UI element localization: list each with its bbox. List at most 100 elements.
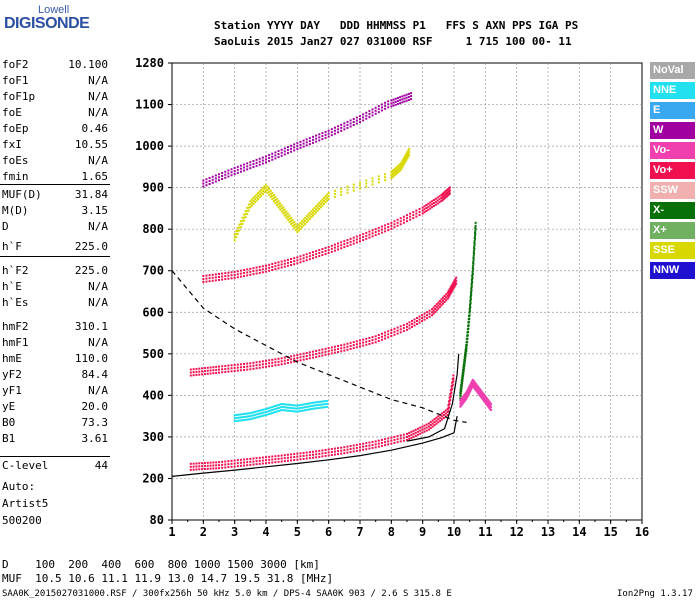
dashed-curve — [171, 270, 467, 423]
echo-point — [321, 138, 324, 141]
echo-point — [318, 355, 321, 358]
echo-point — [291, 224, 294, 227]
echo-point — [390, 221, 393, 224]
echo-point — [308, 252, 311, 255]
echo-point — [387, 229, 390, 232]
echo-point — [365, 445, 368, 448]
echo-point — [473, 236, 476, 239]
echo-point — [469, 389, 472, 392]
echo-point — [293, 146, 296, 149]
echo-point — [268, 455, 271, 458]
echo-point — [312, 138, 314, 141]
echo-point — [408, 150, 411, 153]
echo-point — [404, 154, 407, 157]
echo-point — [410, 92, 413, 95]
echo-point — [274, 458, 277, 461]
echo-point — [343, 240, 346, 243]
echo-point — [249, 457, 252, 460]
echo-point — [291, 404, 294, 407]
echo-point — [362, 442, 365, 445]
echo-point — [302, 224, 305, 227]
echo-point — [384, 444, 387, 447]
echo-point — [263, 408, 266, 411]
echo-point — [454, 278, 457, 281]
echo-point — [239, 167, 242, 170]
echo-point — [254, 413, 257, 416]
param-value: N/A — [88, 154, 108, 167]
echo-point — [255, 199, 258, 202]
echo-point — [299, 224, 302, 227]
echo-point — [315, 211, 318, 214]
echo-point — [202, 281, 205, 284]
echo-point — [230, 274, 233, 277]
echo-point — [438, 195, 441, 198]
echo-point — [246, 418, 249, 421]
echo-point — [266, 185, 269, 188]
echo-point — [261, 411, 264, 414]
echo-point — [432, 202, 435, 205]
echo-point — [274, 154, 277, 157]
param-value: 3.15 — [81, 204, 109, 217]
echo-point — [316, 209, 319, 212]
echo-point — [274, 364, 277, 367]
echo-point — [235, 230, 238, 233]
echo-point — [349, 237, 352, 240]
echo-point — [315, 352, 318, 355]
y-tick-label: 1280 — [135, 56, 164, 70]
echo-point — [340, 193, 343, 196]
echo-point — [377, 337, 380, 340]
echo-point — [374, 338, 377, 341]
echo-point — [265, 462, 267, 465]
echo-point — [252, 460, 255, 463]
echo-point — [471, 275, 474, 278]
echo-point — [443, 297, 446, 300]
echo-point — [282, 206, 285, 209]
echo-point — [312, 401, 314, 404]
echo-point — [340, 247, 343, 250]
echo-point — [472, 267, 475, 270]
echo-point — [236, 465, 239, 468]
echo-point — [431, 200, 434, 203]
echo-point — [277, 156, 280, 159]
echo-point — [359, 118, 361, 121]
echo-point — [362, 338, 365, 341]
echo-point — [396, 99, 399, 102]
echo-point — [307, 408, 310, 411]
echo-point — [283, 460, 286, 463]
echo-point — [233, 273, 236, 276]
echo-point — [362, 448, 365, 451]
echo-point — [469, 297, 472, 300]
legend-item: SSE — [650, 242, 695, 259]
param-name: MUF(D) — [2, 188, 42, 201]
echo-point — [189, 371, 192, 374]
echo-point — [283, 150, 286, 153]
echo-point — [315, 453, 318, 456]
echo-point — [412, 214, 415, 217]
echo-point — [271, 268, 274, 271]
echo-point — [327, 129, 330, 132]
echo-point — [330, 244, 333, 247]
echo-point — [255, 413, 258, 416]
echo-point — [469, 295, 472, 298]
echo-point — [412, 211, 415, 214]
echo-point — [297, 226, 300, 229]
echo-point — [365, 231, 368, 234]
echo-point — [243, 415, 246, 418]
echo-point — [215, 371, 218, 374]
param-name: B1 — [2, 432, 16, 445]
echo-point — [390, 332, 393, 335]
echo-point — [261, 271, 264, 274]
echo-point — [290, 144, 293, 147]
echo-point — [359, 121, 361, 124]
echo-point — [297, 404, 300, 407]
echo-point — [346, 342, 349, 345]
param-row: foF2 10.100 — [2, 58, 108, 72]
x-tick-label: 12 — [509, 525, 523, 539]
echo-point — [258, 456, 261, 459]
echo-point — [355, 235, 358, 238]
echo-point — [283, 362, 286, 365]
echo-point — [324, 350, 327, 353]
echo-point — [343, 346, 346, 349]
echo-point — [239, 366, 242, 369]
y-tick-label: 400 — [142, 388, 164, 402]
